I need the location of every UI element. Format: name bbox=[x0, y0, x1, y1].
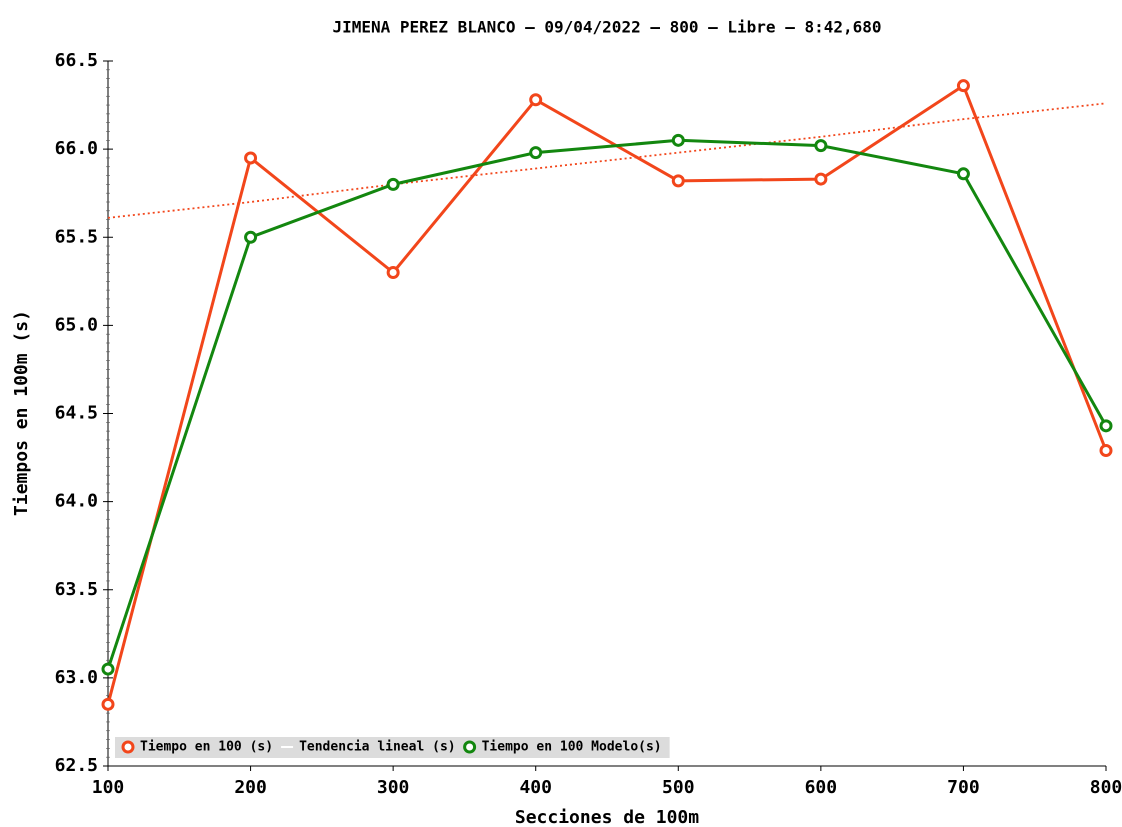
point bbox=[956, 79, 970, 93]
x-tick-label: 600 bbox=[805, 777, 838, 798]
point bbox=[1099, 444, 1113, 458]
legend-marker bbox=[463, 740, 477, 754]
legend: Tiempo en 100 (s) Tendencia lineal (s) Tie… bbox=[115, 737, 670, 758]
point bbox=[814, 172, 828, 186]
point bbox=[1099, 419, 1113, 433]
point bbox=[956, 167, 970, 181]
x-tick-label: 100 bbox=[92, 777, 125, 798]
point bbox=[244, 230, 258, 244]
y-tick-label: 66.0 bbox=[55, 138, 98, 159]
series-line bbox=[106, 83, 1108, 705]
chart-title: JIMENA PEREZ BLANCO – 09/04/2022 – 800 –… bbox=[332, 18, 881, 37]
point bbox=[386, 177, 400, 191]
x-tick-label: 400 bbox=[519, 777, 552, 798]
y-tick-label: 63.5 bbox=[55, 579, 98, 600]
legend-box bbox=[115, 737, 670, 758]
legend-label: Tendencia lineal (s) bbox=[299, 740, 456, 755]
legend-marker bbox=[121, 740, 135, 754]
point bbox=[671, 174, 685, 188]
y-axis-label: Tiempos en 100m (s) bbox=[11, 310, 32, 516]
x-tick-label: 700 bbox=[947, 777, 980, 798]
point bbox=[386, 266, 400, 279]
x-tick-label: 300 bbox=[377, 777, 410, 798]
y-tick-label: 65.0 bbox=[55, 314, 98, 335]
point bbox=[101, 662, 115, 676]
x-tick-label: 500 bbox=[662, 777, 695, 798]
y-tick-label: 64.0 bbox=[55, 491, 98, 512]
y-tick-label: 63.0 bbox=[55, 667, 98, 688]
point bbox=[529, 146, 543, 160]
x-tick-label: 200 bbox=[234, 777, 267, 798]
legend-label: Tiempo en 100 (s) bbox=[140, 740, 273, 755]
x-tick-label: 800 bbox=[1090, 777, 1122, 798]
series-line bbox=[107, 102, 1107, 219]
series-line bbox=[106, 138, 1108, 670]
y-tick-label: 66.5 bbox=[55, 50, 98, 71]
point bbox=[814, 139, 828, 153]
point bbox=[101, 697, 115, 711]
point bbox=[671, 133, 685, 147]
legend-label: Tiempo en 100 Modelo(s) bbox=[482, 740, 662, 755]
y-tick-label: 65.5 bbox=[55, 226, 98, 247]
x-axis-label: Secciones de 100m bbox=[515, 807, 699, 827]
point bbox=[529, 93, 543, 107]
point bbox=[244, 151, 258, 165]
y-tick-label: 62.5 bbox=[55, 755, 98, 776]
y-tick-label: 64.5 bbox=[55, 403, 98, 424]
